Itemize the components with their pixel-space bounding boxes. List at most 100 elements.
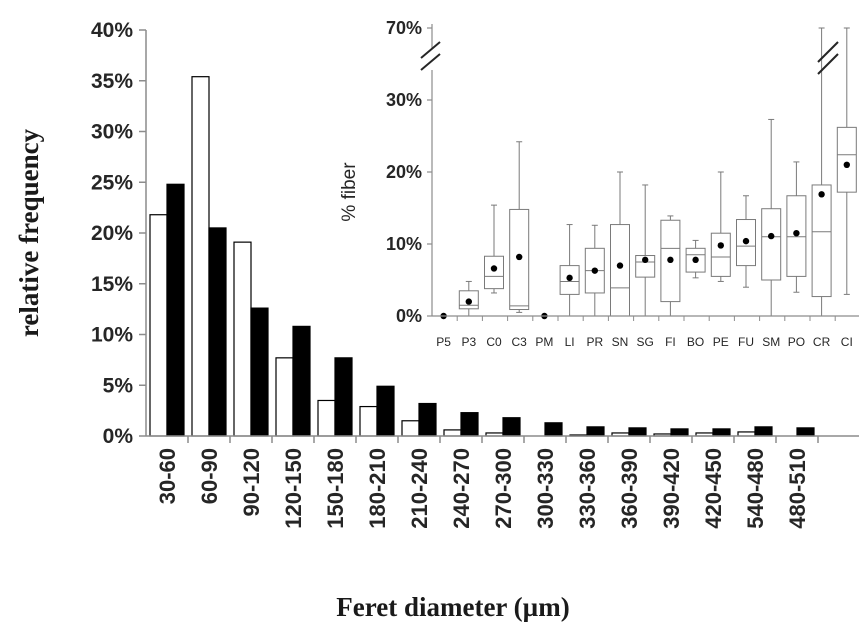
mean-point xyxy=(465,298,472,305)
x-tick-label: 300-330 xyxy=(533,448,558,529)
inset-x-tick-label: FU xyxy=(738,335,754,349)
x-tick-label: 390-420 xyxy=(659,448,684,529)
inset-y-axis-title: % fiber xyxy=(339,162,360,222)
main-histogram: 0% 5% 10% 15% 20% 25% 30% 35% 40% 30-60 60-90 90-1… xyxy=(14,19,859,622)
inset-x-tick-label: LI xyxy=(565,335,575,349)
y-tick-label: 25% xyxy=(91,171,133,194)
box xyxy=(761,208,782,281)
mean-point xyxy=(616,262,624,269)
inset-y-ticks: 0% 10% 20% 30% 70% xyxy=(386,18,432,326)
box xyxy=(811,184,832,298)
bar xyxy=(586,426,605,437)
main-y-ticks: 0% 5% 10% 15% 20% 25% 30% 35% 40% xyxy=(91,19,146,448)
box xyxy=(635,255,656,278)
bar xyxy=(149,214,168,437)
mean-point xyxy=(843,161,850,168)
axis-break-mark xyxy=(420,41,441,59)
y-tick-label: 35% xyxy=(91,70,133,93)
mean-point xyxy=(742,237,750,245)
axis-break-mark xyxy=(817,41,839,63)
main-bars xyxy=(149,76,815,437)
y-tick-label: 20% xyxy=(91,222,133,245)
x-tick-label: 420-450 xyxy=(701,448,726,529)
mean-point xyxy=(768,232,775,240)
inset-x-tick-label: SG xyxy=(637,335,654,349)
bar xyxy=(359,405,378,437)
mean-point xyxy=(692,256,699,264)
mean-point xyxy=(566,274,573,282)
bar xyxy=(334,357,353,437)
x-tick-label: 330-360 xyxy=(575,448,600,529)
mean-point xyxy=(591,267,598,274)
y-tick-label: 40% xyxy=(91,19,133,42)
inset-boxes xyxy=(440,27,857,320)
bar xyxy=(401,420,420,437)
bar xyxy=(502,417,521,437)
inset-x-ticks: P5 P3 C0 C3 PM LI PR SN SG FI BO PE FU SM PO CR CI xyxy=(436,316,853,349)
inset-background xyxy=(422,20,859,355)
mean-point xyxy=(818,191,825,198)
inset-x-tick-label: BO xyxy=(687,335,704,349)
inset-x-tick-label: P3 xyxy=(461,335,476,349)
inset-boxplot: 0% 10% 20% 30% 70% P5 P3 C0 C3 PM LI PR SN SG FI BO PE F… xyxy=(339,18,859,355)
box xyxy=(610,224,630,317)
bar xyxy=(250,307,269,437)
bar xyxy=(796,427,815,437)
inset-y-tick-label: 0% xyxy=(396,306,422,326)
x-tick-label: 240-270 xyxy=(449,448,474,529)
y-tick-label: 5% xyxy=(103,374,134,397)
main-x-ticks: 30-60 60-90 90-120 120-150 150-180 180-210 210… xyxy=(155,436,819,529)
x-tick-label: 480-510 xyxy=(785,448,810,529)
inset-x-tick-label: PE xyxy=(713,335,729,349)
x-tick-label: 210-240 xyxy=(407,448,432,529)
inset-x-tick-label: SN xyxy=(612,335,629,349)
bar xyxy=(317,399,336,437)
axis-break-mark xyxy=(420,53,441,71)
inset-x-tick-label: PR xyxy=(586,335,603,349)
bar xyxy=(275,357,294,437)
mean-point xyxy=(642,256,649,264)
inset-x-tick-label: FI xyxy=(665,335,676,349)
x-tick-label: 360-390 xyxy=(617,448,642,529)
mean-point xyxy=(490,265,498,272)
x-axis-title: Feret diameter (µm) xyxy=(336,592,569,622)
inset-x-tick-label: SM xyxy=(762,335,780,349)
inset-y-tick-label: 10% xyxy=(386,234,422,254)
axis-break-marks xyxy=(420,41,839,75)
inset-x-tick-label: PM xyxy=(535,335,553,349)
bar xyxy=(418,402,437,437)
bar xyxy=(443,429,462,437)
bar xyxy=(754,426,773,437)
bar xyxy=(376,385,395,437)
box xyxy=(836,126,857,193)
box xyxy=(710,232,731,277)
bar xyxy=(628,427,647,437)
inset-x-tick-label: P5 xyxy=(436,335,451,349)
mean-point xyxy=(516,253,523,261)
bar xyxy=(166,183,185,437)
x-tick-label: 150-180 xyxy=(323,448,348,529)
x-tick-label: 90-120 xyxy=(239,448,264,517)
box xyxy=(484,255,504,290)
bar xyxy=(208,227,227,437)
mean-point xyxy=(667,256,674,264)
x-tick-label: 270-300 xyxy=(491,448,516,529)
bar xyxy=(712,428,731,437)
x-tick-label: 120-150 xyxy=(281,448,306,529)
inset-x-tick-label: CI xyxy=(841,335,853,349)
y-axis-title: relative frequency xyxy=(14,128,44,337)
bar xyxy=(670,428,689,437)
y-tick-label: 30% xyxy=(91,121,133,144)
x-tick-label: 60-90 xyxy=(197,448,222,504)
inset-y-tick-label: 30% xyxy=(386,90,422,110)
inset-y-tick-label: 20% xyxy=(386,162,422,182)
y-tick-label: 15% xyxy=(91,273,133,296)
bar xyxy=(544,422,563,437)
inset-x-tick-label: PO xyxy=(788,335,805,349)
x-tick-label: 540-480 xyxy=(743,448,768,529)
x-tick-label: 30-60 xyxy=(155,448,180,504)
bar xyxy=(233,241,252,437)
axis-break-mark xyxy=(817,53,839,75)
inset-y-tick-label: 70% xyxy=(386,18,422,38)
